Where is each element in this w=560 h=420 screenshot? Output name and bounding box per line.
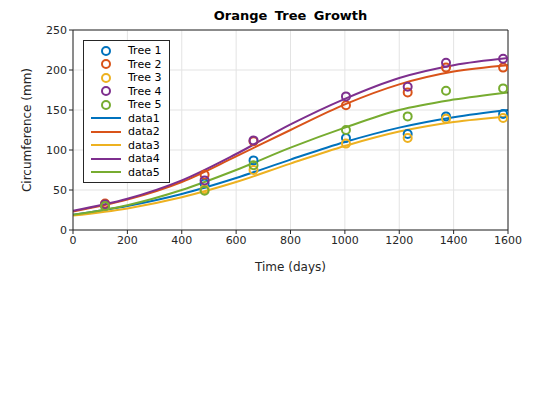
html-text:data1: data1 [128,111,160,125]
svg-text:200: 200 [117,234,138,247]
html-text:data3: data3 [128,138,160,152]
svg-text:0: 0 [70,234,77,247]
svg-text:150: 150 [46,104,67,117]
html-text:Tree 1: Tree 1 [128,44,162,57]
html-text:Tree 3: Tree 3 [128,71,162,84]
html-text:data5: data5 [128,165,160,179]
svg-text:600: 600 [226,234,247,247]
svg-text:800: 800 [280,234,301,247]
svg-text:0: 0 [60,224,67,237]
html-text:data4: data4 [128,152,160,165]
svg-text:Circumference (mm): Circumference (mm) [20,68,34,192]
svg-text:250: 250 [46,24,67,37]
html-text:Tree 2: Tree 2 [128,57,162,71]
svg-text:Time (days): Time (days) [254,260,326,274]
html-text:Tree 4: Tree 4 [128,84,162,98]
svg-text:1200: 1200 [385,234,413,247]
html-text:Tree 5: Tree 5 [128,98,162,111]
svg-text:1000: 1000 [331,234,359,247]
svg-text:1600: 1600 [494,234,522,247]
html-text:data2: data2 [128,125,160,138]
svg-text:50: 50 [53,184,67,197]
svg-text:1400: 1400 [440,234,468,247]
html-text:Orange Tree Growth: Orange Tree Growth [213,8,368,23]
svg-text:200: 200 [46,64,67,77]
svg-text:100: 100 [46,144,67,157]
svg-text:400: 400 [171,234,192,247]
